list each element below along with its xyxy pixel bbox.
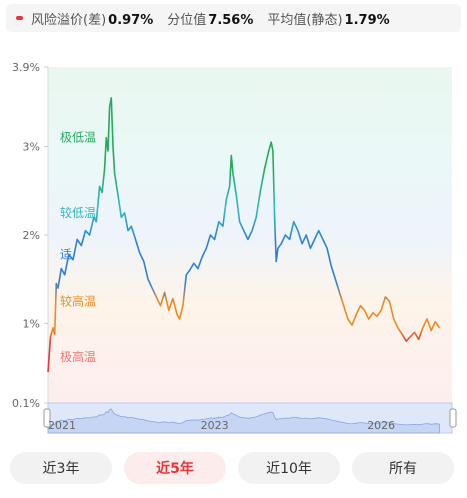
legend-value: 7.56% — [208, 12, 254, 28]
legend-item-percentile: 分位值 7.56% — [167, 9, 253, 28]
zone-label: 较低温 — [60, 205, 96, 220]
x-axis: 2021 2023 2026 — [48, 419, 395, 432]
zone-label: 极高温 — [60, 349, 96, 364]
legend-item-average: 平均值(静态) 1.79% — [267, 9, 389, 28]
range-selector: 近3年 近5年 近10年 所有 — [0, 452, 467, 486]
range-navigator[interactable] — [43, 402, 457, 434]
range-button-all[interactable]: 所有 — [352, 452, 454, 484]
x-tick-label: 2026 — [367, 419, 395, 432]
y-tick-label: 0.1% — [12, 397, 40, 410]
y-axis: 3.9% 3% 2% 1% 0.1% — [12, 61, 48, 410]
navigator-handle-left[interactable] — [43, 408, 51, 428]
zone-label: 极低温 — [60, 131, 96, 145]
legend-value: 1.79% — [344, 12, 390, 28]
series-line — [47, 97, 441, 373]
range-button-5y[interactable]: 近5年 — [124, 452, 226, 484]
x-tick-label: 2021 — [48, 419, 76, 432]
range-button-3y[interactable]: 近3年 — [10, 452, 112, 484]
legend-value: 0.97% — [108, 12, 154, 28]
range-button-10y[interactable]: 近10年 — [238, 452, 340, 484]
series-layer — [47, 97, 441, 373]
series-marker-icon — [16, 16, 23, 20]
y-tick-label: 3% — [23, 141, 40, 154]
y-tick-label: 2% — [23, 229, 40, 242]
navigator-handle-right[interactable] — [449, 408, 457, 428]
y-tick-label: 3.9% — [12, 61, 40, 74]
x-tick-label: 2023 — [201, 419, 229, 432]
legend-bar: 风险溢价(差) 0.97% 分位值 7.56% 平均值(静态) 1.79% — [6, 4, 461, 32]
legend-item-premium: 风险溢价(差) 0.97% — [31, 9, 153, 28]
y-tick-label: 1% — [23, 317, 40, 330]
zone-label: 较高温 — [60, 293, 96, 308]
zone-label: 适 — [60, 247, 72, 261]
legend-label: 平均值(静态) — [267, 12, 343, 28]
legend-label: 分位值 — [167, 12, 207, 28]
legend-label: 风险溢价(差) — [31, 12, 107, 28]
navigator-area — [47, 408, 440, 434]
